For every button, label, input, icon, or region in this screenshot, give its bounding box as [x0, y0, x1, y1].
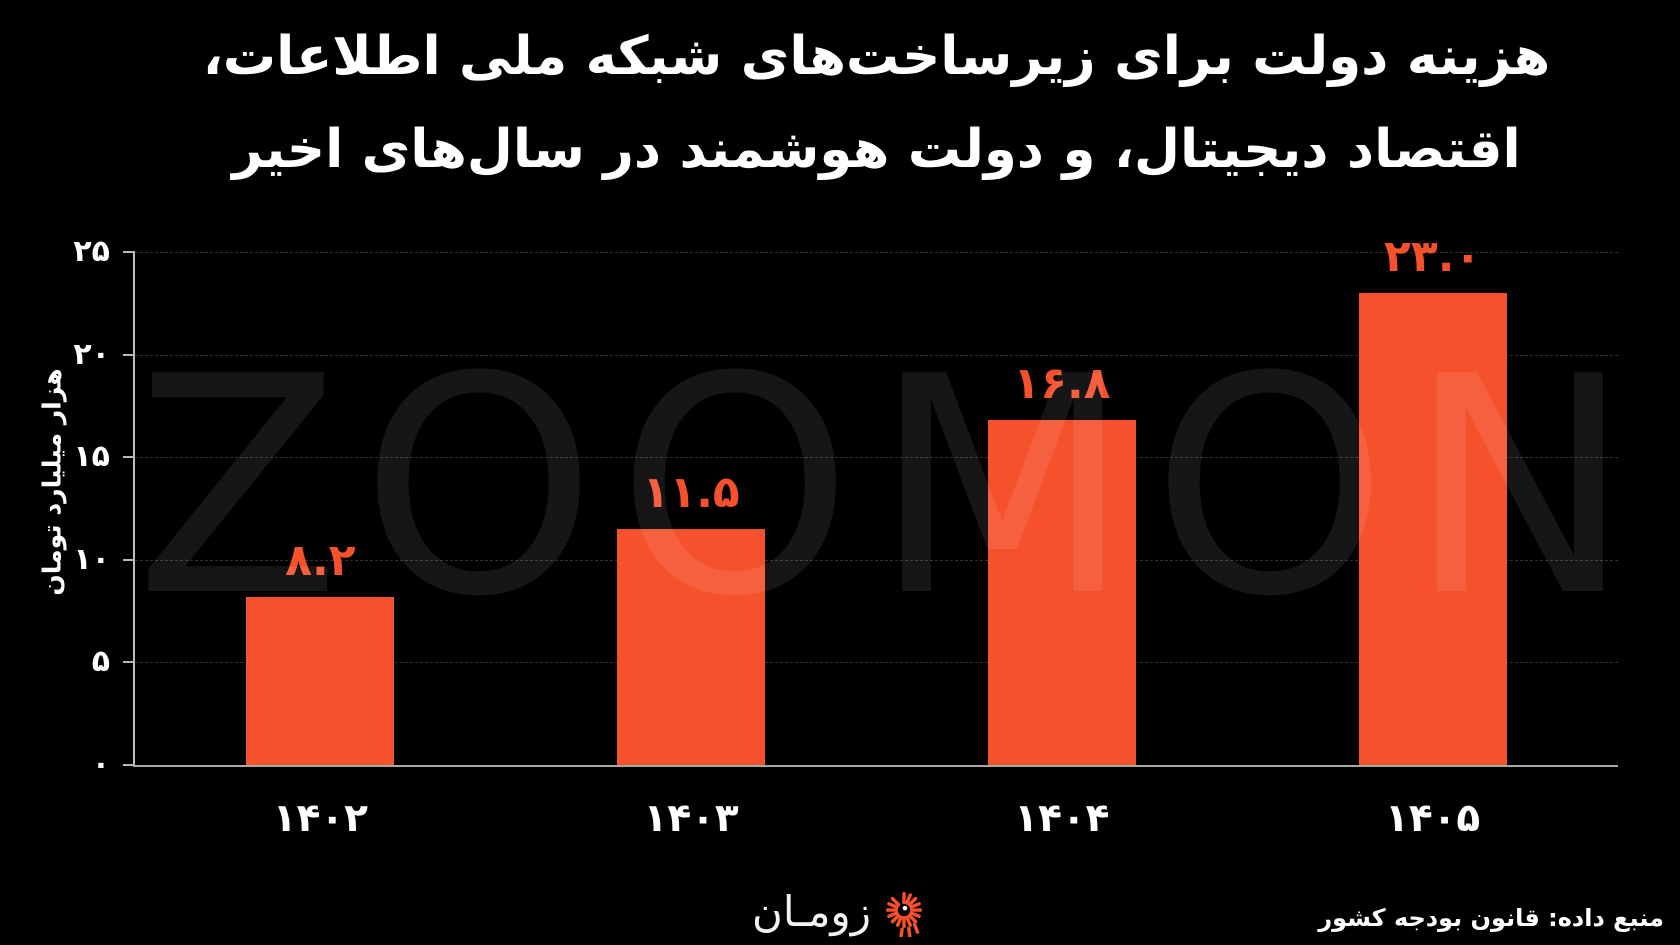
bar-value-label: ۱۱.۵ — [642, 467, 740, 519]
y-tick-mark — [123, 456, 135, 459]
bar-value-label: ۱۶.۸ — [1013, 358, 1111, 410]
y-gridline — [135, 662, 1618, 664]
bar-1404 — [987, 420, 1136, 765]
y-tick-mark — [123, 353, 135, 356]
x-tick-label: ۱۴۰۴ — [1014, 796, 1110, 841]
chart-title: هزینه دولت برای زیرساخت‌های شبکه ملی اطل… — [135, 10, 1618, 196]
zooman-spiral-icon — [885, 892, 923, 937]
y-tick-mark — [123, 661, 135, 664]
plot-area: ۰ ۵ ۱۰ ۱۵ ۲۰ ۲۵ ۸.۲ ۱۱.۵ ۱۶.۸ ۲۳.۰ — [73, 235, 1618, 780]
brand-logo: زومـان — [752, 887, 928, 937]
bar-value-label: ۸.۲ — [285, 534, 356, 586]
brand-name: زومـان — [751, 887, 872, 936]
chart-title-line-1: هزینه دولت برای زیرساخت‌های شبکه ملی اطل… — [202, 26, 1551, 87]
y-tick-mark — [123, 764, 135, 766]
y-tick-label: ۲۰ — [73, 336, 110, 372]
data-source-note: منبع داده: قانون بودجه کشور — [1318, 904, 1664, 932]
y-gridline — [135, 252, 1618, 253]
x-tick-label: ۱۴۰۲ — [272, 796, 368, 841]
x-axis-baseline — [133, 765, 1618, 767]
x-tick-label: ۱۴۰۵ — [1385, 796, 1481, 841]
bar-value-label: ۲۳.۰ — [1383, 231, 1482, 283]
y-tick-label: ۵ — [91, 644, 110, 680]
y-gridline — [135, 354, 1618, 356]
x-axis-labels: ۱۴۰۲ ۱۴۰۳ ۱۴۰۴ ۱۴۰۵ — [135, 793, 1618, 853]
y-tick-label: ۱۵ — [73, 439, 110, 475]
bar-1402 — [246, 596, 395, 765]
y-gridline — [135, 559, 1618, 561]
y-tick-mark — [123, 251, 135, 253]
bar-1403 — [617, 529, 766, 765]
y-tick-label: ۰ — [91, 747, 110, 782]
y-tick-label: ۱۰ — [73, 541, 110, 577]
bar-1405 — [1358, 293, 1507, 765]
x-tick-label: ۱۴۰۳ — [643, 796, 739, 841]
y-gridline — [135, 457, 1618, 459]
y-tick-mark — [123, 558, 135, 561]
y-axis-spine — [133, 252, 135, 765]
chart-title-line-2: اقتصاد دیجیتال، و دولت هوشمند در سال‌های… — [232, 119, 1521, 180]
y-tick-label: ۲۵ — [73, 234, 110, 269]
y-axis-title: هزار میلیارد تومان — [37, 368, 67, 596]
